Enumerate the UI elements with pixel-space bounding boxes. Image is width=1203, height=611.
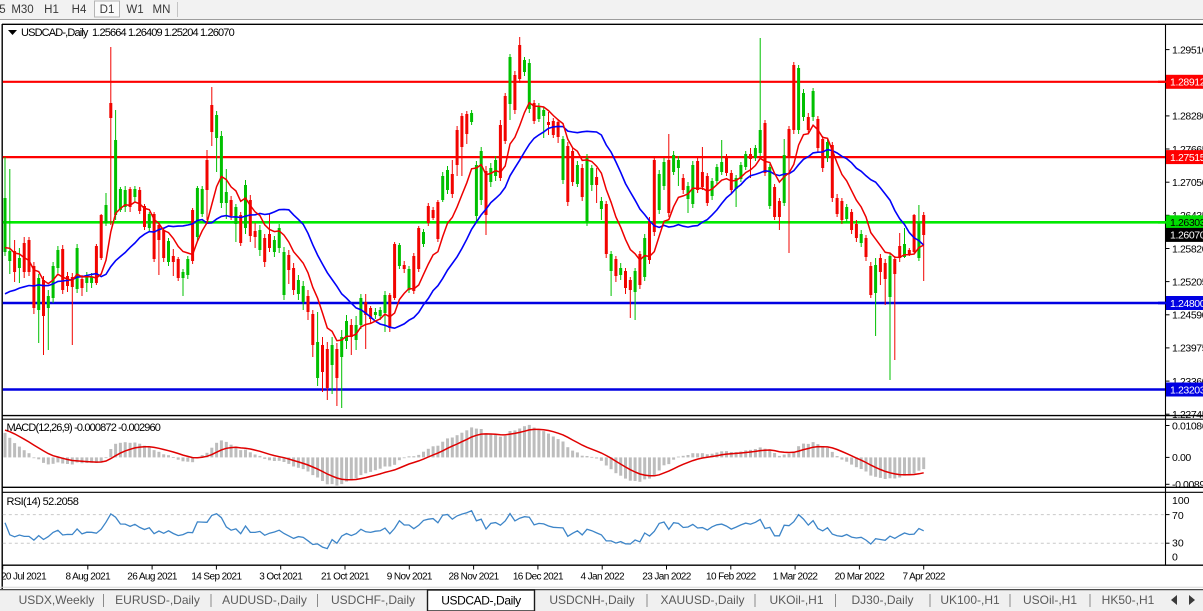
svg-text:14 Sep 2021: 14 Sep 2021 xyxy=(191,572,242,583)
svg-text:-0.00897: -0.00897 xyxy=(1172,479,1203,491)
svg-text:USDCAD-,Daily 1.25664 1.26409: USDCAD-,Daily 1.25664 1.26409 1.25204 1.… xyxy=(21,27,235,39)
svg-text:1.26303: 1.26303 xyxy=(1170,217,1203,229)
svg-text:HK50-,H1: HK50-,H1 xyxy=(1102,593,1155,607)
svg-text:0.010869: 0.010869 xyxy=(1172,420,1203,432)
svg-text:EURUSD-,Daily: EURUSD-,Daily xyxy=(115,593,200,607)
svg-text:4 Jan 2022: 4 Jan 2022 xyxy=(580,572,625,583)
svg-text:1.26070: 1.26070 xyxy=(1170,230,1203,242)
svg-text:28 Nov 2021: 28 Nov 2021 xyxy=(449,572,500,583)
svg-text:23 Jan 2022: 23 Jan 2022 xyxy=(642,572,691,583)
svg-text:0.00: 0.00 xyxy=(1172,452,1191,464)
svg-text:D1: D1 xyxy=(100,4,115,16)
svg-text:1.28912: 1.28912 xyxy=(1170,77,1203,89)
svg-text:AUDUSD-,Daily: AUDUSD-,Daily xyxy=(222,593,307,607)
svg-text:UK100-,H1: UK100-,H1 xyxy=(940,593,1000,607)
svg-text:H4: H4 xyxy=(72,4,87,16)
svg-text:9 Nov 2021: 9 Nov 2021 xyxy=(387,572,433,583)
svg-text:70: 70 xyxy=(1172,510,1184,522)
svg-text:USOil-,H1: USOil-,H1 xyxy=(1023,593,1077,607)
svg-text:26 Aug 2021: 26 Aug 2021 xyxy=(127,572,178,583)
svg-text:UKOil-,H1: UKOil-,H1 xyxy=(769,593,823,607)
svg-text:1.25205: 1.25205 xyxy=(1172,276,1203,288)
svg-text:7 Apr 2022: 7 Apr 2022 xyxy=(903,572,946,583)
svg-text:USDX,Weekly: USDX,Weekly xyxy=(19,593,95,607)
svg-text:MACD(12,26,9) -0.000872 -0.002: MACD(12,26,9) -0.000872 -0.002960 xyxy=(7,422,161,434)
svg-text:1.29510: 1.29510 xyxy=(1172,44,1203,56)
svg-text:20 Jul 2021: 20 Jul 2021 xyxy=(1,572,47,583)
svg-text:USDCNH-,Daily: USDCNH-,Daily xyxy=(549,593,634,607)
svg-text:5: 5 xyxy=(0,4,6,16)
svg-text:1.25820: 1.25820 xyxy=(1172,243,1203,255)
svg-text:DJ30-,Daily: DJ30-,Daily xyxy=(851,593,913,607)
svg-text:1.22745: 1.22745 xyxy=(1172,409,1203,421)
svg-text:1.24590: 1.24590 xyxy=(1172,310,1203,322)
svg-text:1.27515: 1.27515 xyxy=(1170,152,1203,164)
svg-text:20 Mar 2022: 20 Mar 2022 xyxy=(835,572,886,583)
svg-text:1.27050: 1.27050 xyxy=(1172,177,1203,189)
svg-text:0: 0 xyxy=(1172,551,1178,563)
svg-text:1.23203: 1.23203 xyxy=(1170,384,1203,396)
svg-text:W1: W1 xyxy=(126,4,143,16)
svg-text:10 Feb 2022: 10 Feb 2022 xyxy=(706,572,757,583)
svg-text:RSI(14) 52.2058: RSI(14) 52.2058 xyxy=(7,496,79,508)
svg-text:USDCAD-,Daily: USDCAD-,Daily xyxy=(441,594,521,608)
svg-text:1.28280: 1.28280 xyxy=(1172,111,1203,123)
svg-text:XAUUSD-,Daily: XAUUSD-,Daily xyxy=(660,593,744,607)
svg-text:21 Oct 2021: 21 Oct 2021 xyxy=(321,572,370,583)
svg-text:8 Aug 2021: 8 Aug 2021 xyxy=(65,572,111,583)
svg-text:M30: M30 xyxy=(11,4,33,16)
svg-text:100: 100 xyxy=(1172,495,1190,507)
svg-text:1.23975: 1.23975 xyxy=(1172,343,1203,355)
svg-text:USDCHF-,Daily: USDCHF-,Daily xyxy=(331,593,415,607)
svg-text:H1: H1 xyxy=(44,4,59,16)
svg-text:16 Dec 2021: 16 Dec 2021 xyxy=(513,572,564,583)
svg-text:1.24800: 1.24800 xyxy=(1170,298,1203,310)
svg-text:30: 30 xyxy=(1172,537,1184,549)
svg-text:1 Mar 2022: 1 Mar 2022 xyxy=(773,572,819,583)
svg-text:3 Oct 2021: 3 Oct 2021 xyxy=(259,572,303,583)
svg-text:MN: MN xyxy=(153,4,171,16)
